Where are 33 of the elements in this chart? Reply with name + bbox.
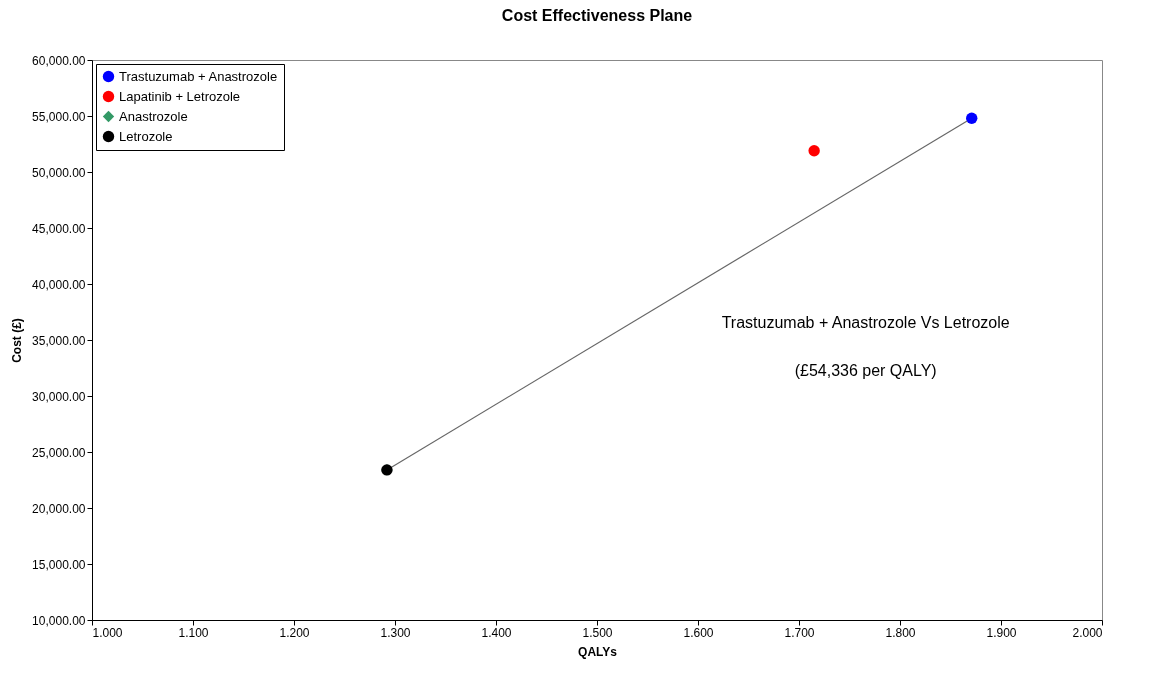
y-axis-title: Cost (£) bbox=[10, 318, 25, 363]
x-tick-label: 2.000 bbox=[1072, 625, 1103, 640]
x-tick-label: 1.200 bbox=[279, 625, 310, 640]
point bbox=[966, 112, 978, 124]
y-tick-label: 10,000.00 bbox=[32, 613, 86, 628]
x-tick-label: 1.000 bbox=[92, 625, 123, 640]
point bbox=[808, 145, 820, 157]
x-tick-label: 1.700 bbox=[784, 625, 815, 640]
legend-label: Trastuzumab + Anastrozole bbox=[119, 68, 278, 84]
x-tick-label: 1.100 bbox=[178, 625, 209, 640]
y-tick-label: 50,000.00 bbox=[32, 165, 86, 180]
legend-label: Letrozole bbox=[119, 128, 173, 144]
y-tick-label: 20,000.00 bbox=[32, 501, 86, 516]
y-tick-label: 30,000.00 bbox=[32, 389, 86, 404]
y-tick-label: 45,000.00 bbox=[32, 221, 86, 236]
x-tick-label: 1.900 bbox=[986, 625, 1017, 640]
y-tick-label: 25,000.00 bbox=[32, 445, 86, 460]
y-tick-label: 60,000.00 bbox=[32, 53, 86, 68]
y-tick-label: 40,000.00 bbox=[32, 277, 86, 292]
x-tick-label: 1.600 bbox=[683, 625, 714, 640]
annotation: Trastuzumab + Anastrozole Vs Letrozole bbox=[721, 313, 1010, 331]
x-tick-label: 1.400 bbox=[481, 625, 512, 640]
y-tick-label: 55,000.00 bbox=[32, 109, 86, 124]
annotation: (£54,336 per QALY) bbox=[794, 361, 937, 379]
legend-label: Anastrozole bbox=[119, 108, 188, 124]
chart-title: Cost Effectiveness Plane bbox=[501, 7, 693, 24]
x-tick-label: 1.800 bbox=[885, 625, 916, 640]
x-axis-title: QALYs bbox=[578, 644, 618, 659]
y-tick-label: 15,000.00 bbox=[32, 557, 86, 572]
x-tick-label: 1.300 bbox=[380, 625, 411, 640]
x-tick-label: 1.500 bbox=[582, 625, 613, 640]
legend-label: Lapatinib + Letrozole bbox=[119, 88, 241, 104]
y-tick-label: 35,000.00 bbox=[32, 333, 86, 348]
